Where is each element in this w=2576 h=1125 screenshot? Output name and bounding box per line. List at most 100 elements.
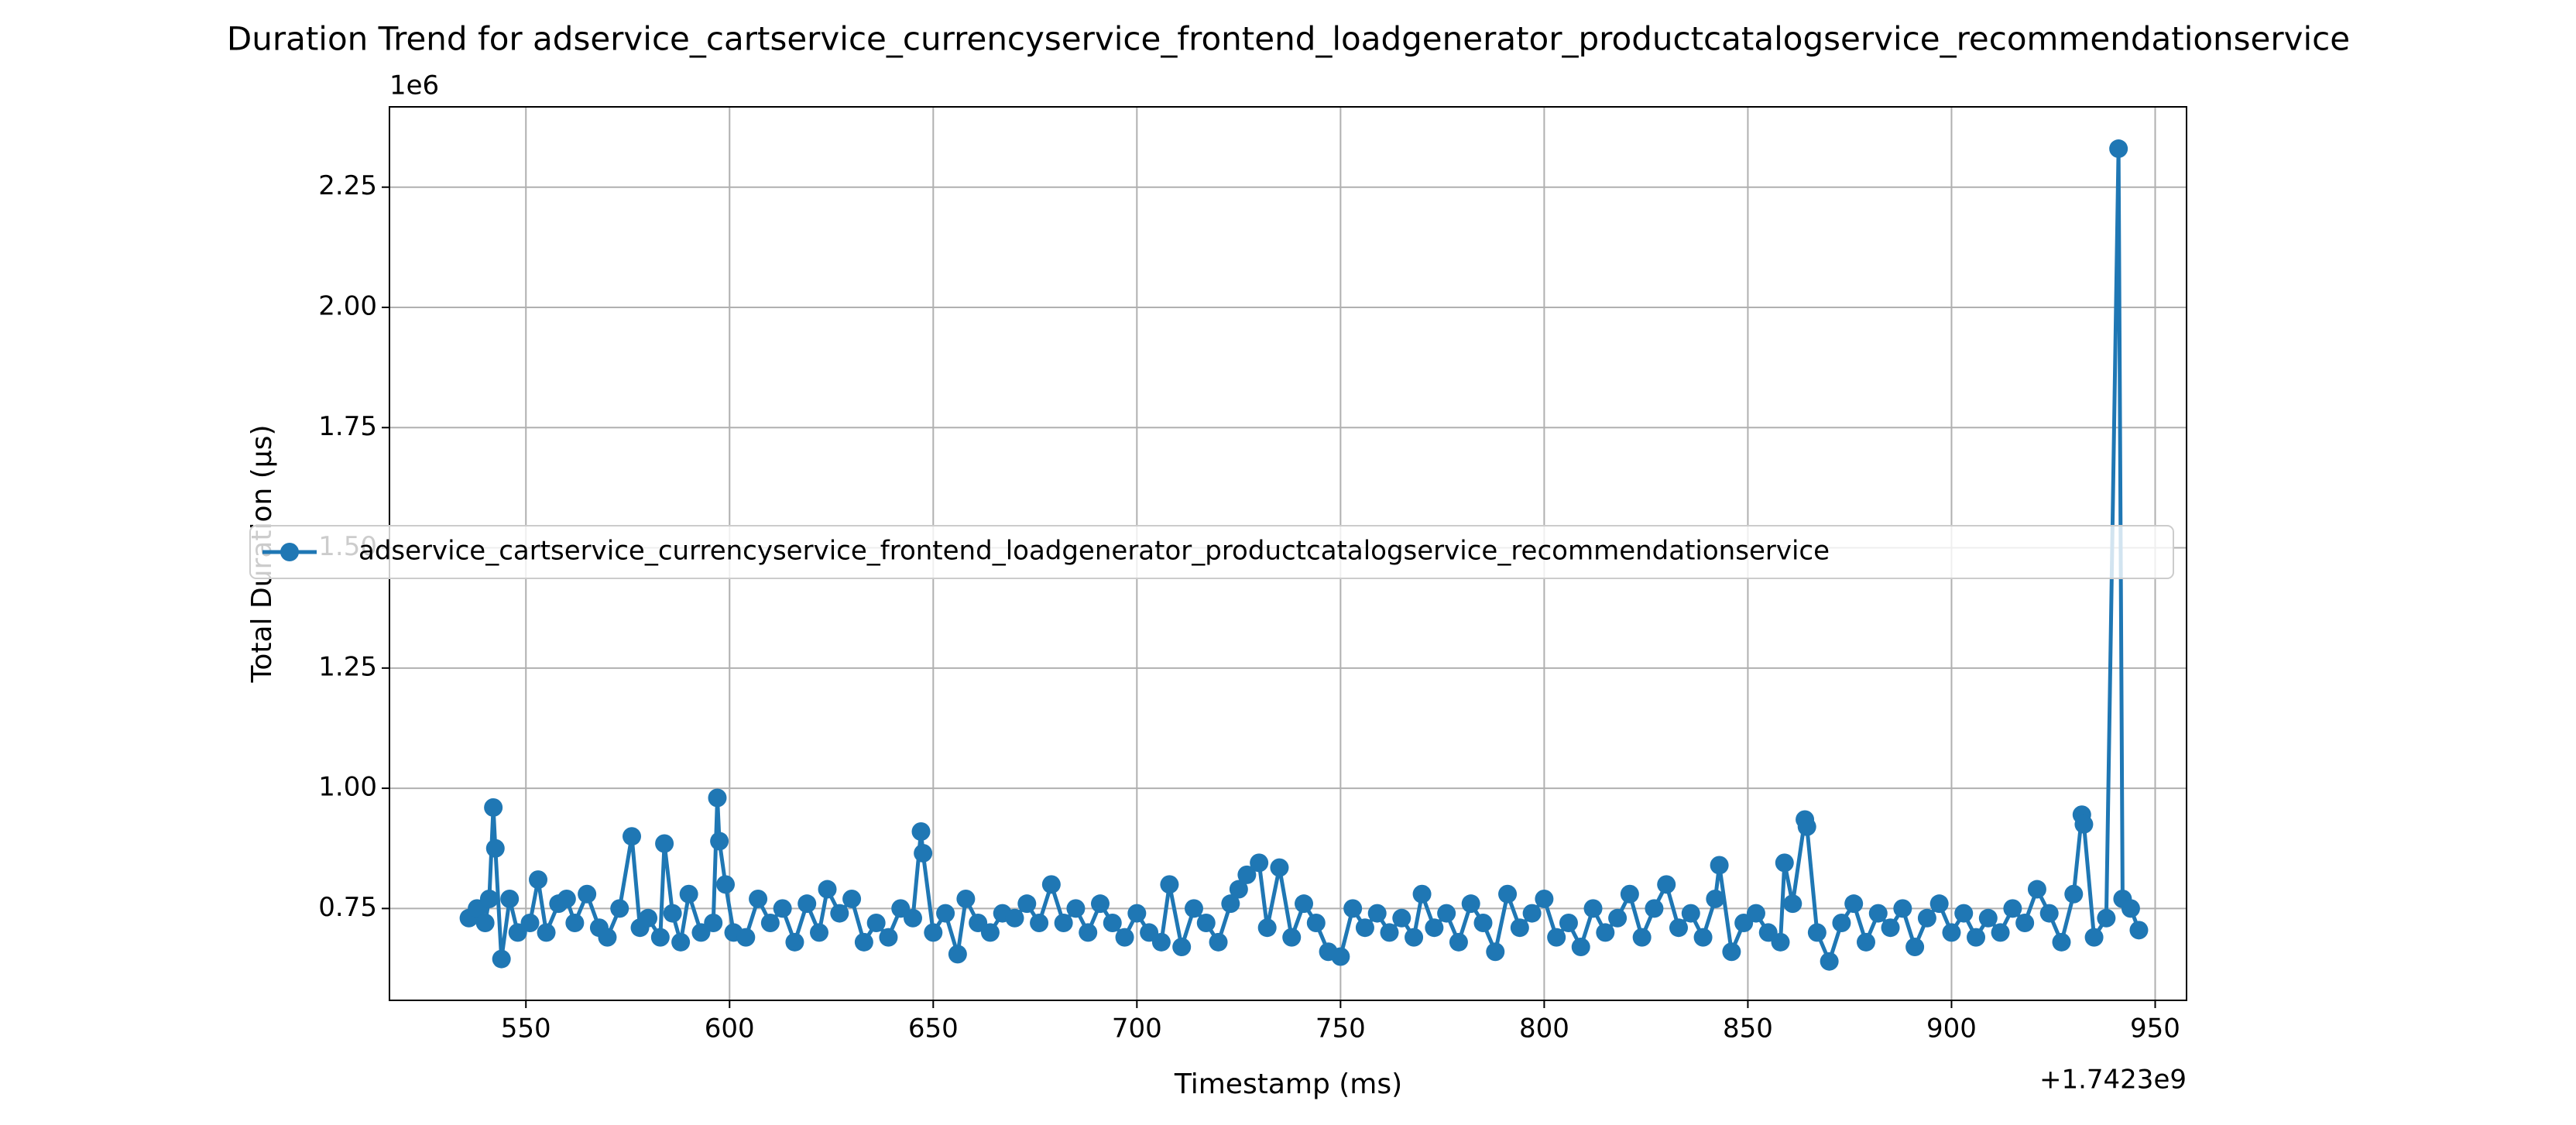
data-point <box>1535 889 1554 908</box>
data-point <box>736 928 756 947</box>
data-point <box>1832 914 1851 933</box>
data-point <box>578 884 597 904</box>
data-point <box>655 834 674 853</box>
data-point <box>1669 918 1688 938</box>
data-point <box>639 908 658 928</box>
data-point <box>1017 894 1037 914</box>
data-point <box>500 889 520 908</box>
y-tick-label: 1.75 <box>318 411 377 442</box>
data-point <box>1160 875 1179 894</box>
data-point <box>2129 921 2149 940</box>
data-point <box>1881 918 1900 938</box>
data-point <box>1151 932 1171 952</box>
data-point <box>2015 914 2035 933</box>
data-point <box>1942 923 1961 942</box>
data-point <box>773 899 792 918</box>
data-point <box>879 928 898 947</box>
x-tick-label: 850 <box>1723 1014 1773 1044</box>
data-point <box>1571 938 1590 957</box>
data-point <box>1079 923 1098 942</box>
data-point <box>797 894 817 914</box>
data-point <box>557 889 576 908</box>
data-point <box>492 949 511 969</box>
data-point <box>1583 899 1603 918</box>
data-point <box>1807 923 1827 942</box>
y-tick-label: 2.00 <box>318 290 377 321</box>
data-point <box>1954 904 1974 923</box>
data-point <box>1184 899 1203 918</box>
data-point <box>1412 884 1432 904</box>
data-point <box>830 904 849 923</box>
data-point <box>1221 894 1240 914</box>
data-point <box>537 923 556 942</box>
data-point <box>956 889 976 908</box>
data-point <box>1209 932 1228 952</box>
data-point <box>1282 928 1302 947</box>
data-point <box>710 832 729 851</box>
data-point <box>1991 923 2010 942</box>
data-point <box>2097 908 2116 928</box>
data-point <box>1771 932 1790 952</box>
chart-title: Duration Trend for adservice_cartservice… <box>227 20 2350 58</box>
data-point <box>2084 928 2104 947</box>
data-point <box>1367 904 1387 923</box>
data-point <box>1380 923 1399 942</box>
data-point <box>854 932 873 952</box>
data-point <box>760 914 780 933</box>
data-point <box>529 870 548 890</box>
data-point <box>1978 908 1998 928</box>
legend-label: adservice_cartservice_currencyservice_fr… <box>358 536 1830 567</box>
data-point <box>1041 875 1061 894</box>
x-tick-label: 750 <box>1315 1014 1366 1044</box>
data-point <box>2003 899 2022 918</box>
data-point <box>1844 894 1864 914</box>
data-point <box>598 928 617 947</box>
data-point <box>1596 923 1615 942</box>
data-point <box>1967 928 1986 947</box>
data-point <box>1868 904 1888 923</box>
y-offset-label: 1e6 <box>389 70 439 101</box>
data-point <box>1820 952 1839 971</box>
data-point <box>1405 928 1424 947</box>
data-point <box>2052 932 2071 952</box>
data-point <box>479 889 499 908</box>
data-point <box>1005 908 1024 928</box>
x-tick-label: 900 <box>1926 1014 1977 1044</box>
data-point <box>1797 817 1816 836</box>
data-point <box>842 889 862 908</box>
data-point <box>679 884 698 904</box>
data-point <box>2121 899 2140 918</box>
data-point <box>1054 914 1073 933</box>
data-point <box>1196 914 1216 933</box>
y-tick-label: 0.75 <box>318 892 377 923</box>
x-tick-label: 550 <box>501 1014 551 1044</box>
data-point <box>1270 858 1289 877</box>
data-point <box>866 914 886 933</box>
data-point <box>716 875 736 894</box>
data-point <box>1746 904 1765 923</box>
data-point <box>485 839 505 858</box>
data-point <box>2039 904 2059 923</box>
data-point <box>1657 875 1676 894</box>
data-point <box>610 899 629 918</box>
data-point <box>1449 932 1468 952</box>
data-point <box>1090 894 1110 914</box>
data-point <box>914 843 933 863</box>
data-point <box>475 914 495 933</box>
data-point <box>1331 947 1350 966</box>
data-point <box>1929 894 1949 914</box>
data-point <box>1722 942 1741 962</box>
data-point <box>565 914 585 933</box>
data-point <box>785 932 804 952</box>
data-point <box>663 904 682 923</box>
data-point <box>1559 914 1578 933</box>
data-point <box>1632 928 1652 947</box>
data-point <box>708 788 727 808</box>
legend-marker <box>280 543 299 561</box>
data-point <box>1522 904 1542 923</box>
data-point <box>1425 918 1444 938</box>
data-point <box>1172 938 1192 957</box>
data-point <box>650 928 670 947</box>
data-point <box>1295 894 1314 914</box>
data-point <box>1856 932 1875 952</box>
